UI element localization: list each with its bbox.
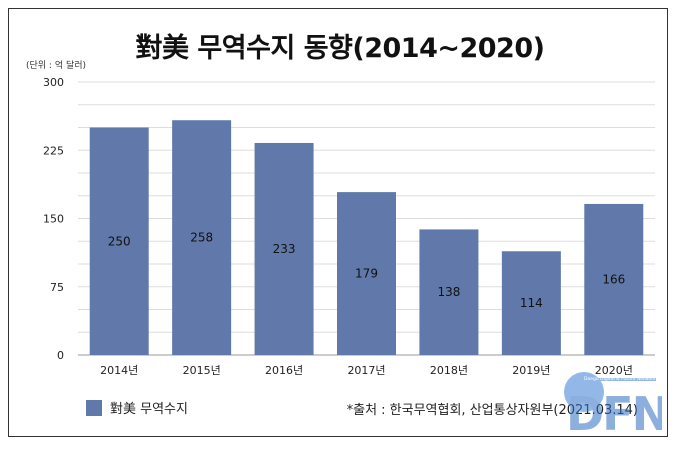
data-label: 250	[108, 234, 131, 248]
x-tick-label: 2014년	[100, 364, 138, 377]
x-axis-ticks: 2014년 2015년 2016년 2017년 2018년 2019년 2020년	[100, 364, 633, 377]
x-tick-label: 2017년	[347, 364, 385, 377]
data-label: 233	[273, 242, 296, 256]
y-tick-label: 75	[50, 281, 64, 294]
unit-label: (단위 : 억 달러)	[26, 61, 87, 71]
data-label: 166	[602, 272, 625, 286]
bar	[89, 127, 149, 355]
logo-circle-icon	[564, 372, 604, 412]
data-label: 179	[355, 267, 378, 281]
bar	[501, 251, 561, 355]
data-label: 114	[520, 296, 543, 310]
y-tick-label: 0	[57, 349, 64, 362]
bar	[584, 203, 644, 355]
bar	[172, 120, 232, 355]
x-tick-label: 2015년	[183, 364, 221, 377]
bar	[419, 229, 479, 355]
x-tick-label: 2020년	[595, 364, 633, 377]
legend-label: 對美 무역수지	[110, 402, 188, 417]
chart-title: 對美 무역수지 동향(2014~2020)	[135, 33, 545, 64]
x-tick-label: 2019년	[512, 364, 550, 377]
legend: 對美 무역수지	[86, 398, 188, 417]
bar	[337, 192, 396, 355]
data-label: 138	[437, 285, 460, 299]
legend-swatch	[86, 399, 102, 416]
x-tick-label: 2016년	[265, 364, 303, 377]
source-note: *출처 : 한국무역협회, 산업통상자원부(2021.03.14)	[346, 403, 638, 418]
y-tick-label: 225	[43, 144, 64, 157]
dfn-logo: Daegu Digital & Future Network DFN	[564, 372, 662, 438]
y-tick-label: 150	[43, 213, 64, 226]
y-axis-ticks: 0 75 150 225 300	[43, 76, 64, 362]
svg-text:DFN: DFN	[566, 387, 662, 438]
chart-frame	[8, 8, 668, 437]
svg-text:Daegu Digital & Future Network: Daegu Digital & Future Network	[584, 376, 656, 382]
x-tick-label: 2018년	[430, 364, 468, 377]
y-tick-label: 300	[43, 76, 64, 89]
bar	[254, 142, 314, 355]
bars: 250 258 233 179 138 114 166	[89, 120, 644, 355]
data-label: 258	[190, 231, 213, 245]
